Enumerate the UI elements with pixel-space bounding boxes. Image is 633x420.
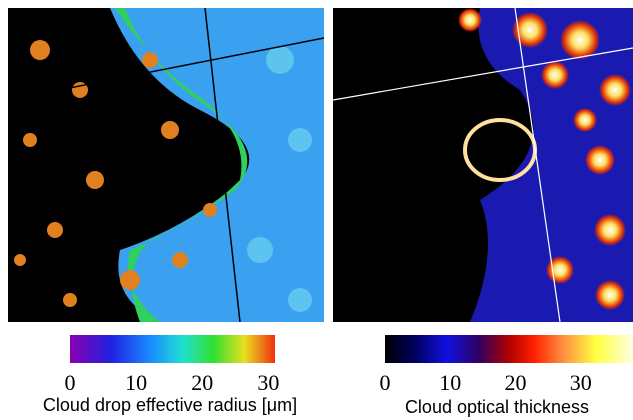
colorbar-tick-label: 0 (380, 370, 391, 395)
colorbar-tick-label: 30 (570, 370, 592, 395)
colorbar-tick-label: 10 (125, 370, 147, 395)
colorbar-label: Cloud optical thickness (405, 397, 589, 417)
radius-image (8, 8, 324, 322)
colorbar-tick-label: 10 (439, 370, 461, 395)
colorbar-label: Cloud drop effective radius [μm] (43, 395, 297, 415)
figure: Cloud drop effective radius [μm] Cloud o… (0, 0, 633, 420)
colorbar (70, 335, 275, 363)
colorbar-tick-label: 20 (191, 370, 213, 395)
colorbar (385, 335, 633, 363)
colorbar-tick-label: 30 (257, 370, 279, 395)
colorbar-tick-label: 20 (505, 370, 527, 395)
colorbar-tick-label: 0 (65, 370, 76, 395)
thickness-image (333, 8, 633, 322)
